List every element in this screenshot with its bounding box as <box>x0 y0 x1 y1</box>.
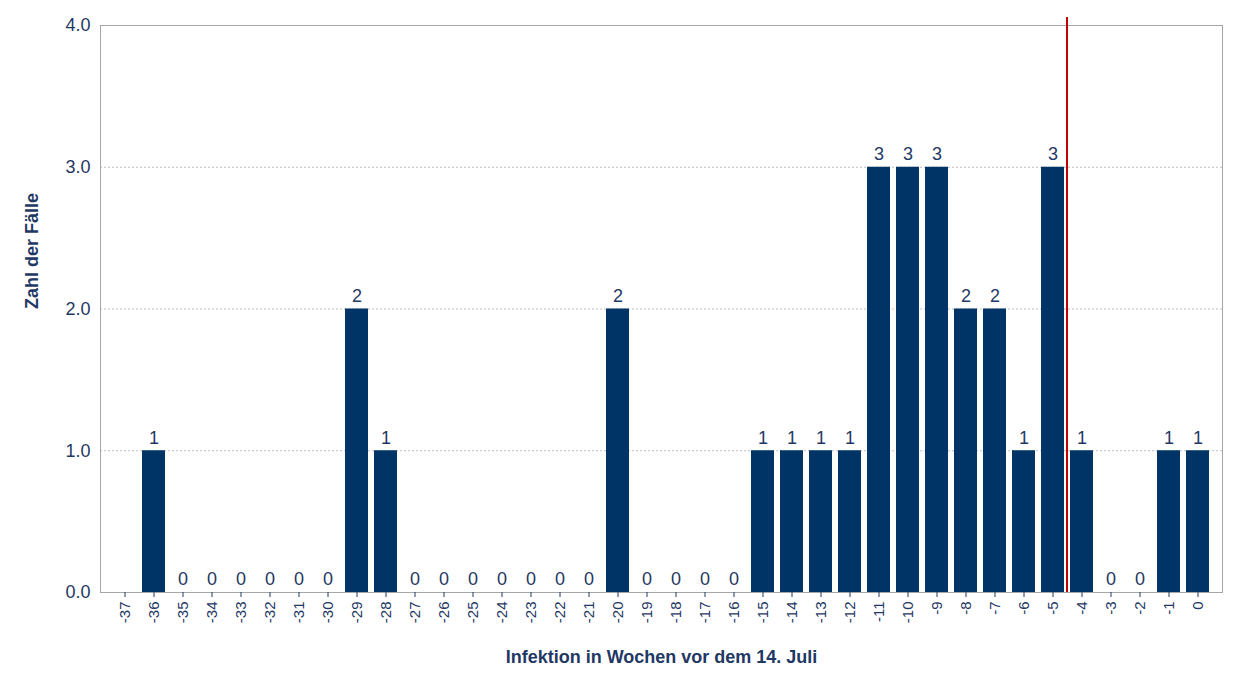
svg-text:0: 0 <box>439 569 449 589</box>
svg-text:-16: -16 <box>725 602 742 624</box>
svg-text:-31: -31 <box>290 602 307 624</box>
svg-text:1: 1 <box>758 428 768 448</box>
svg-text:1: 1 <box>149 428 159 448</box>
svg-text:1: 1 <box>787 428 797 448</box>
svg-text:-34: -34 <box>203 602 220 624</box>
svg-text:1: 1 <box>816 428 826 448</box>
svg-text:0.0: 0.0 <box>65 582 90 602</box>
svg-text:0: 0 <box>265 569 275 589</box>
svg-text:-37: -37 <box>116 602 133 624</box>
svg-text:0: 0 <box>584 569 594 589</box>
svg-text:1: 1 <box>1193 428 1203 448</box>
svg-text:0: 0 <box>178 569 188 589</box>
svg-text:1: 1 <box>845 428 855 448</box>
svg-text:4.0: 4.0 <box>65 15 90 35</box>
svg-text:-6: -6 <box>1015 602 1032 615</box>
svg-text:0: 0 <box>207 569 217 589</box>
svg-text:0: 0 <box>1106 569 1116 589</box>
svg-text:0: 0 <box>410 569 420 589</box>
svg-text:0: 0 <box>236 569 246 589</box>
svg-text:-7: -7 <box>986 602 1003 615</box>
svg-text:-21: -21 <box>580 602 597 624</box>
svg-text:0: 0 <box>729 569 739 589</box>
svg-text:-2: -2 <box>1131 602 1148 615</box>
svg-text:0: 0 <box>323 569 333 589</box>
svg-text:-35: -35 <box>174 602 191 624</box>
svg-text:-32: -32 <box>261 602 278 624</box>
svg-text:1: 1 <box>381 428 391 448</box>
svg-text:-12: -12 <box>841 602 858 624</box>
svg-text:2: 2 <box>613 286 623 306</box>
svg-text:-10: -10 <box>899 602 916 624</box>
svg-text:2.0: 2.0 <box>65 299 90 319</box>
svg-text:-3: -3 <box>1102 602 1119 615</box>
svg-text:-9: -9 <box>928 602 945 615</box>
svg-text:3: 3 <box>932 144 942 164</box>
svg-text:-36: -36 <box>145 602 162 624</box>
svg-text:-17: -17 <box>696 602 713 624</box>
svg-text:1.0: 1.0 <box>65 441 90 461</box>
svg-text:1: 1 <box>1019 428 1029 448</box>
svg-text:0: 0 <box>497 569 507 589</box>
svg-text:-13: -13 <box>812 602 829 624</box>
svg-text:0: 0 <box>642 569 652 589</box>
svg-text:-18: -18 <box>667 602 684 624</box>
svg-text:-24: -24 <box>493 602 510 624</box>
svg-text:-22: -22 <box>551 602 568 624</box>
svg-text:-30: -30 <box>319 602 336 624</box>
svg-text:-1: -1 <box>1160 602 1177 615</box>
svg-text:-26: -26 <box>435 602 452 624</box>
svg-text:-28: -28 <box>377 602 394 624</box>
svg-text:0: 0 <box>1189 602 1206 610</box>
svg-text:-5: -5 <box>1044 602 1061 615</box>
svg-text:2: 2 <box>352 286 362 306</box>
svg-text:-4: -4 <box>1073 602 1090 615</box>
svg-text:3: 3 <box>1048 144 1058 164</box>
svg-text:2: 2 <box>961 286 971 306</box>
svg-text:0: 0 <box>468 569 478 589</box>
svg-text:-23: -23 <box>522 602 539 624</box>
svg-text:0: 0 <box>294 569 304 589</box>
svg-text:0: 0 <box>526 569 536 589</box>
svg-text:-11: -11 <box>870 602 887 623</box>
svg-text:-29: -29 <box>348 602 365 624</box>
svg-text:0: 0 <box>555 569 565 589</box>
svg-text:0: 0 <box>1135 569 1145 589</box>
svg-text:-14: -14 <box>783 602 800 624</box>
svg-text:2: 2 <box>990 286 1000 306</box>
svg-text:-33: -33 <box>232 602 249 624</box>
svg-text:3.0: 3.0 <box>65 157 90 177</box>
svg-text:1: 1 <box>1077 428 1087 448</box>
svg-text:1: 1 <box>1164 428 1174 448</box>
svg-text:-27: -27 <box>406 602 423 624</box>
svg-text:0: 0 <box>671 569 681 589</box>
svg-text:3: 3 <box>903 144 913 164</box>
svg-text:-25: -25 <box>464 602 481 624</box>
svg-text:0: 0 <box>700 569 710 589</box>
svg-text:Infektion in Wochen vor dem 14: Infektion in Wochen vor dem 14. Juli <box>506 647 818 667</box>
svg-text:-8: -8 <box>957 602 974 615</box>
svg-text:Zahl der Fälle: Zahl der Fälle <box>22 193 42 309</box>
svg-text:3: 3 <box>874 144 884 164</box>
svg-text:-19: -19 <box>638 602 655 624</box>
svg-text:-20: -20 <box>609 602 626 624</box>
svg-text:-15: -15 <box>754 602 771 624</box>
